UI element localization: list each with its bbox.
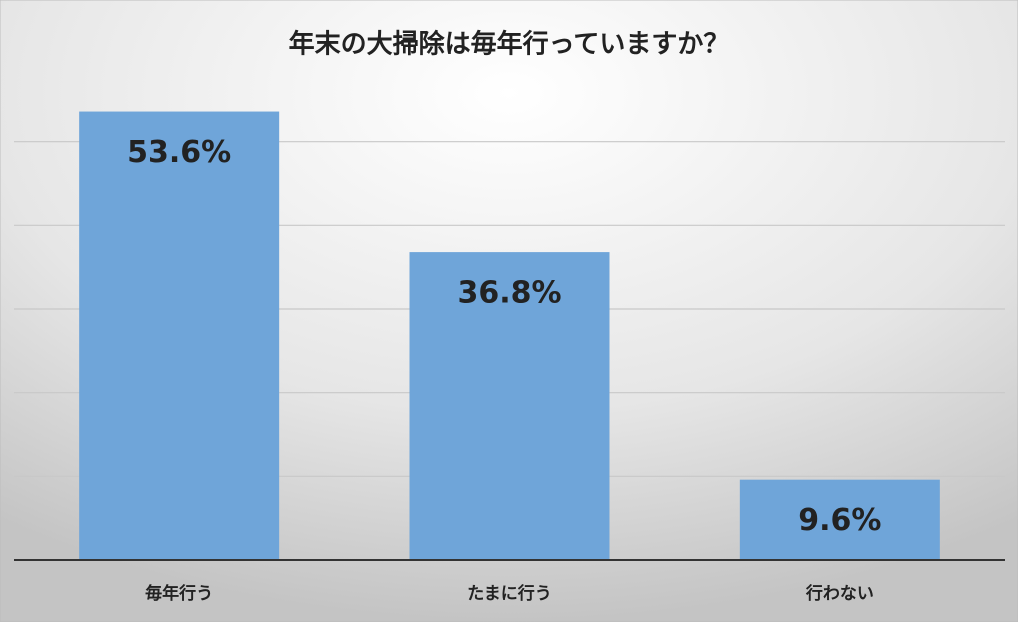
x-tick-label: 毎年行う [145,583,213,604]
x-tick-label: たまに行う [467,583,552,604]
bar [409,252,610,560]
chart-title: 年末の大掃除は毎年行っていますか？ [289,29,730,60]
x-tick-label: 行わない [805,583,874,604]
data-label: 53.6% [127,135,231,170]
bar [739,479,940,560]
bar [79,111,280,561]
data-label: 36.8% [457,276,561,311]
data-label: 9.6% [798,503,881,538]
